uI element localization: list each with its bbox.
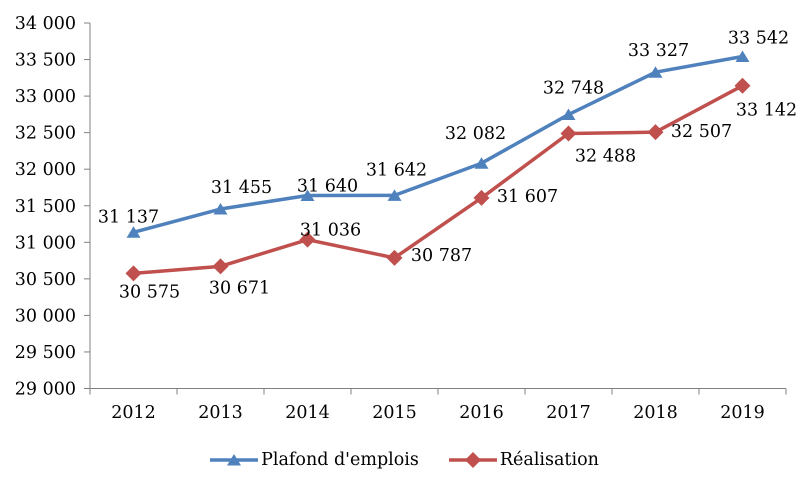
y-tick-label: 31 500: [15, 197, 76, 217]
legend-item-plafond-demplois: Plafond d'emplois: [210, 450, 419, 470]
y-axis: 29 000 29 500 30 000 30 500 31 000 31 500 32 0…: [15, 14, 90, 400]
y-tick-label: 31 000: [15, 233, 76, 253]
y-tick-label: 30 500: [15, 270, 76, 290]
triangle-marker: [300, 189, 315, 202]
plot-area: 29 000 29 500 30 000 30 500 31 000 31 500 32 0…: [15, 14, 797, 423]
data-label: 32 748: [543, 79, 604, 99]
diamond-marker: [299, 231, 316, 248]
data-label: 32 507: [671, 122, 732, 142]
series-plafond-d-emplois: 31 137 31 455 31 640 31 642 32 082 32 748 33 3…: [98, 28, 789, 238]
x-tick-label: 2015: [372, 403, 417, 423]
data-label: 33 327: [628, 41, 689, 61]
y-tick-label: 29 000: [15, 380, 76, 400]
series-line: [133, 54, 743, 234]
data-label: 32 488: [575, 147, 636, 167]
legend-label: Réalisation: [499, 450, 599, 470]
series-r-alisation: 30 575 30 671 31 036 30 787 31 607 32 488 32 5…: [119, 77, 797, 302]
legend-label: Plafond d'emplois: [261, 450, 419, 470]
chart-legend: Plafond d'emplois Réalisation: [0, 445, 809, 475]
diamond-marker: [125, 265, 142, 282]
x-tick-label: 2017: [546, 403, 591, 423]
legend-marker-diamond-icon: [448, 452, 497, 468]
data-label: 31 036: [300, 221, 361, 241]
data-label: 30 787: [411, 246, 472, 266]
y-tick-label: 34 000: [15, 14, 76, 34]
triangle-marker: [474, 157, 489, 169]
triangle-marker: [387, 189, 402, 201]
x-tick-label: 2014: [285, 403, 330, 423]
triangle-marker: [561, 108, 576, 121]
data-label: 31 640: [297, 177, 358, 197]
x-tick-label: 2012: [111, 403, 156, 423]
triangle-marker: [648, 66, 663, 78]
x-tick-label: 2013: [198, 403, 243, 423]
diamond-marker: [386, 249, 403, 266]
series-line: [133, 84, 744, 276]
data-label: 32 082: [445, 124, 506, 144]
y-tick-label: 29 500: [15, 343, 76, 363]
data-label: 31 455: [211, 178, 272, 198]
y-tick-label: 30 000: [15, 306, 76, 326]
y-tick-label: 33 000: [15, 87, 76, 107]
diamond-marker: [212, 258, 229, 275]
data-label: 30 575: [119, 282, 180, 302]
data-label: 31 642: [366, 160, 427, 180]
data-label: 30 671: [209, 278, 270, 298]
y-tick-label: 32 000: [15, 160, 76, 180]
triangle-marker: [126, 226, 141, 238]
diamond-marker: [734, 77, 751, 94]
x-axis: 2012 2013 2014 2015 2016 2017 2018 2019: [89, 388, 787, 423]
y-tick-label: 33 500: [15, 51, 76, 71]
data-label: 31 137: [98, 207, 159, 227]
data-label: 33 542: [728, 28, 789, 48]
legend-marker-triangle-icon: [210, 454, 259, 466]
data-label: 31 607: [497, 187, 558, 207]
x-tick-label: 2019: [720, 403, 765, 423]
legend-item-realisation: Réalisation: [448, 450, 599, 470]
triangle-marker: [735, 50, 750, 62]
data-label: 33 142: [736, 101, 797, 121]
diamond-marker: [647, 124, 664, 141]
y-tick-label: 32 500: [15, 124, 76, 144]
x-tick-label: 2016: [459, 403, 504, 423]
diamond-marker: [560, 125, 577, 142]
triangle-marker: [213, 203, 228, 215]
diamond-marker: [473, 189, 490, 206]
x-tick-label: 2018: [633, 403, 678, 423]
